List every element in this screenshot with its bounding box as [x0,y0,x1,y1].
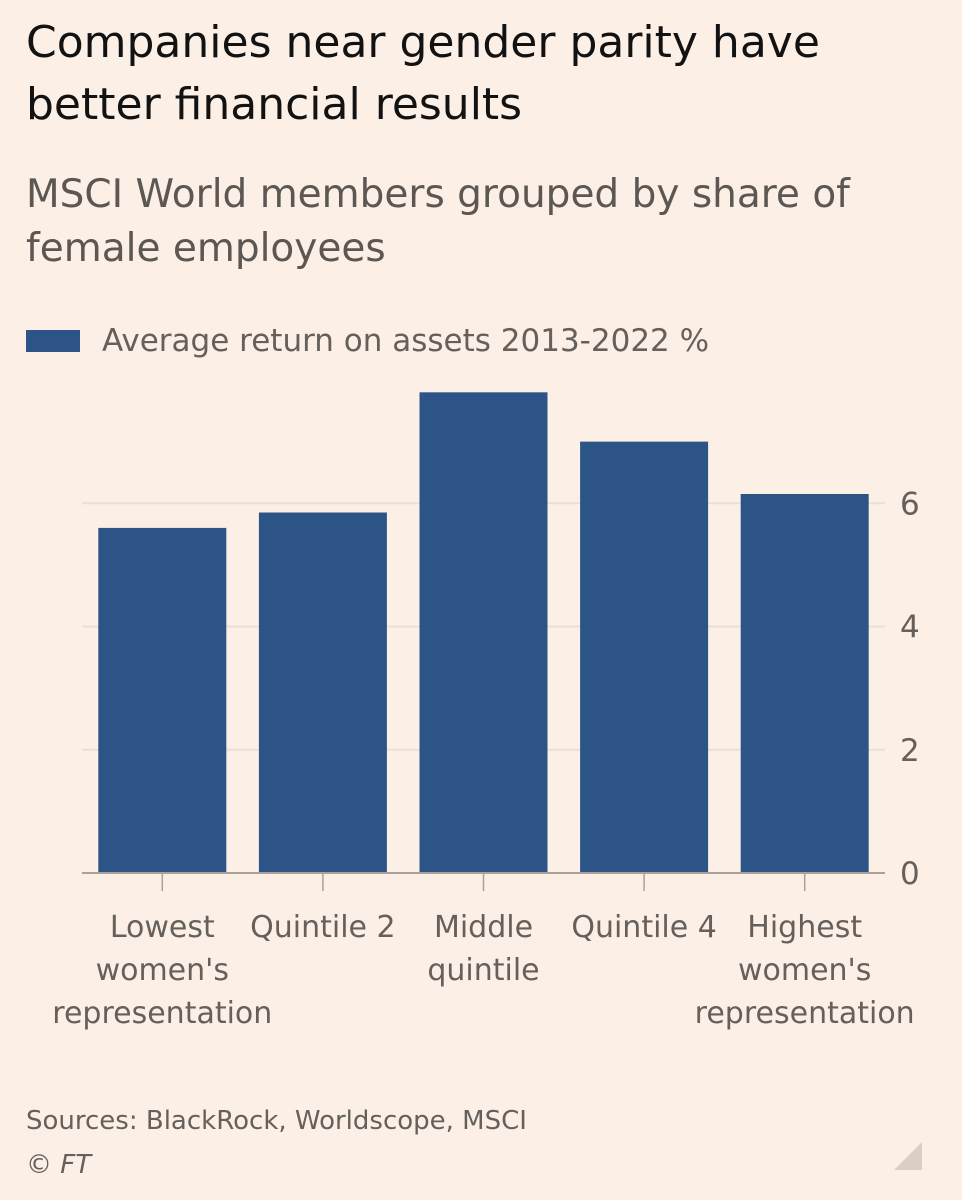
legend-label: Average return on assets 2013-2022 % [102,323,710,359]
x-category-label-line: Quintile 2 [250,910,396,945]
x-category-label-line: Highest [747,910,862,945]
chart-title: Companies near gender parity have better… [26,17,820,130]
legend: Average return on assets 2013-2022 % [26,318,709,364]
y-tick-label: 6 [900,486,920,522]
x-category-label-line: quintile [427,953,539,988]
bar [580,441,709,873]
x-category-label-line: representation [695,996,915,1031]
x-category-label-line: Quintile 4 [571,910,717,945]
bar [419,392,548,873]
x-category-label: Middle quintile [427,910,539,988]
bar-chart: 0 2 4 6 Lowest women's representation Quintile … [52,392,920,1031]
bar [740,494,869,873]
y-tick-label: 2 [900,733,920,769]
x-category-label: Quintile 4 [571,910,717,945]
x-category-label-line: Middle [434,910,533,945]
x-category-label: Lowest women's representation [52,910,272,1031]
x-category-label: Highest women's representation [695,910,915,1031]
legend-swatch [26,330,80,352]
x-category-label-line: representation [52,996,272,1031]
y-tick-label: 4 [900,610,920,646]
bar [98,527,227,873]
copyright: © FT [26,1150,92,1180]
x-category-label-line: Lowest [110,910,215,945]
resize-corner-icon [894,1142,922,1170]
chart-subtitle: MSCI World members grouped by share of f… [26,172,850,271]
x-category-label-line: women's [738,953,871,988]
x-category-label-line: women's [96,953,229,988]
source-note: Sources: BlackRock, Worldscope, MSCI [26,1106,527,1136]
x-category-label: Quintile 2 [250,910,396,945]
bar [258,512,387,873]
y-tick-label: 0 [900,856,920,892]
